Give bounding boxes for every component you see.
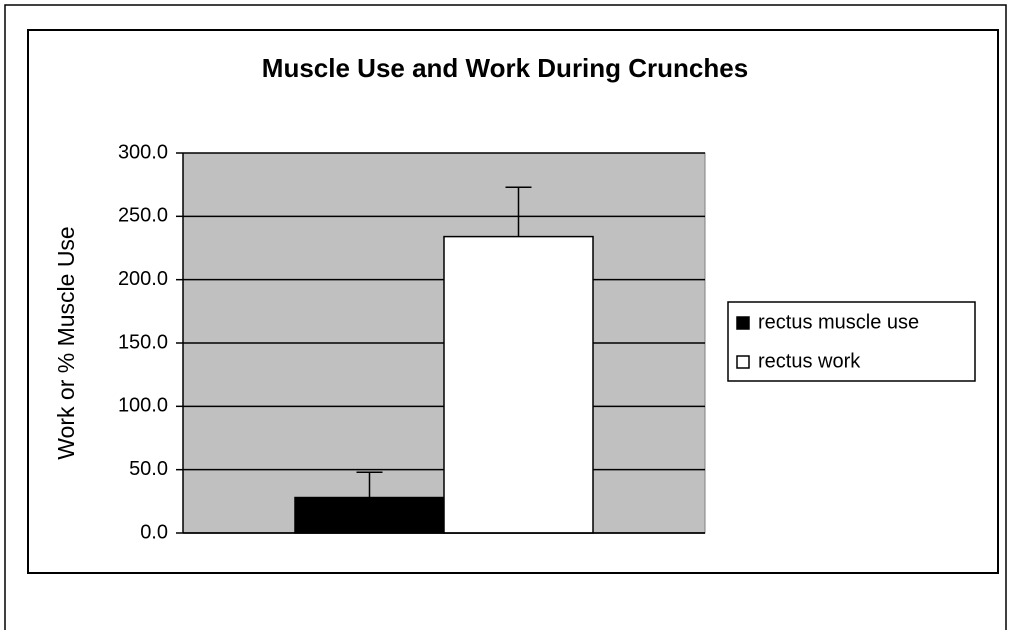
y-tick-label: 0.0	[140, 521, 168, 543]
y-axis-label: Work or % Muscle Use	[53, 226, 79, 459]
bar	[443, 235, 594, 534]
y-tick-label: 200.0	[118, 268, 168, 290]
y-tick-label: 300.0	[118, 141, 168, 163]
error-bar	[505, 186, 532, 237]
y-tick-label: 50.0	[129, 458, 168, 480]
error-bar	[356, 471, 383, 498]
chart-title: Muscle Use and Work During Crunches	[262, 53, 748, 83]
legend-label: rectus muscle use	[758, 311, 919, 333]
legend-swatch	[736, 355, 750, 369]
legend	[727, 301, 976, 382]
y-tick-label: 150.0	[118, 331, 168, 353]
bar	[294, 496, 445, 534]
legend-swatch	[736, 316, 750, 330]
legend-label: rectus work	[758, 350, 861, 372]
y-tick-label: 100.0	[118, 395, 168, 417]
y-tick-label: 250.0	[118, 205, 168, 227]
